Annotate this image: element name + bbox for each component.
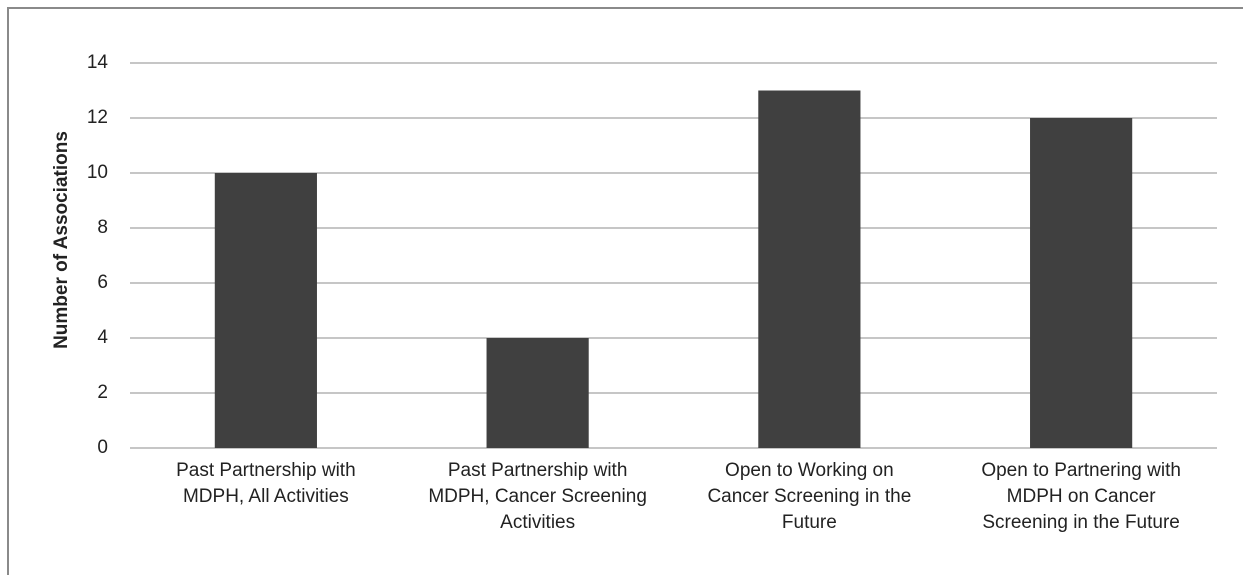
bar	[486, 338, 589, 448]
y-tick-label: 14	[87, 52, 109, 73]
bar	[214, 173, 317, 448]
bar	[1030, 118, 1133, 448]
x-tick-label: Past Partnership with MDPH, All Activiti…	[176, 460, 356, 507]
chart-frame	[7, 7, 1243, 575]
x-tick-label: Open to Working on Cancer Screening in t…	[707, 460, 912, 533]
y-tick-label: 4	[97, 327, 108, 348]
x-tick-label: Past Partnership with MDPH, Cancer Scree…	[428, 460, 647, 533]
y-tick-label: 2	[97, 382, 108, 403]
y-tick-label: 0	[97, 437, 108, 458]
y-tick-label: 10	[87, 162, 108, 183]
x-tick-label: Open to Partnering with MDPH on Cancer S…	[981, 460, 1181, 533]
y-tick-label: 12	[87, 107, 108, 128]
y-tick-label: 6	[97, 272, 108, 293]
y-axis-label: Number of Associations	[51, 131, 72, 349]
bar	[758, 90, 861, 448]
y-tick-label: 8	[97, 217, 108, 238]
